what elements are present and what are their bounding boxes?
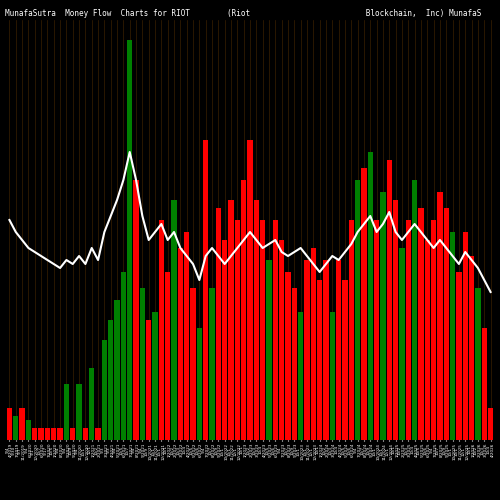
- Bar: [266, 260, 272, 440]
- Bar: [248, 140, 252, 440]
- Bar: [6, 408, 12, 440]
- Bar: [222, 240, 228, 440]
- Bar: [228, 200, 234, 440]
- Bar: [241, 180, 246, 440]
- Bar: [462, 232, 468, 440]
- Bar: [20, 408, 25, 440]
- Bar: [380, 192, 386, 440]
- Bar: [82, 428, 88, 440]
- Bar: [89, 368, 94, 440]
- Bar: [184, 232, 190, 440]
- Bar: [120, 272, 126, 440]
- Bar: [51, 428, 57, 440]
- Bar: [234, 220, 240, 440]
- Bar: [178, 248, 183, 440]
- Bar: [196, 328, 202, 440]
- Bar: [374, 220, 380, 440]
- Bar: [424, 240, 430, 440]
- Bar: [108, 320, 114, 440]
- Bar: [70, 428, 75, 440]
- Bar: [26, 420, 31, 440]
- Bar: [406, 220, 411, 440]
- Bar: [488, 408, 494, 440]
- Bar: [279, 240, 284, 440]
- Bar: [469, 256, 474, 440]
- Bar: [412, 180, 418, 440]
- Bar: [393, 200, 398, 440]
- Bar: [76, 384, 82, 440]
- Bar: [298, 312, 304, 440]
- Bar: [32, 428, 38, 440]
- Bar: [450, 232, 456, 440]
- Bar: [431, 220, 436, 440]
- Bar: [292, 288, 297, 440]
- Bar: [158, 220, 164, 440]
- Bar: [336, 260, 342, 440]
- Bar: [190, 288, 196, 440]
- Bar: [437, 192, 442, 440]
- Bar: [348, 220, 354, 440]
- Bar: [324, 260, 328, 440]
- Bar: [210, 288, 214, 440]
- Bar: [146, 320, 152, 440]
- Bar: [310, 248, 316, 440]
- Bar: [172, 200, 176, 440]
- Bar: [482, 328, 487, 440]
- Bar: [386, 160, 392, 440]
- Bar: [355, 180, 360, 440]
- Bar: [475, 288, 480, 440]
- Bar: [203, 140, 208, 440]
- Bar: [165, 272, 170, 440]
- Bar: [304, 260, 310, 440]
- Bar: [317, 280, 322, 440]
- Bar: [260, 220, 266, 440]
- Bar: [362, 168, 366, 440]
- Bar: [272, 220, 278, 440]
- Bar: [96, 428, 101, 440]
- Bar: [444, 208, 449, 440]
- Bar: [399, 248, 404, 440]
- Bar: [140, 288, 145, 440]
- Bar: [38, 428, 44, 440]
- Bar: [64, 384, 69, 440]
- Bar: [418, 208, 424, 440]
- Bar: [330, 312, 335, 440]
- Text: MunafaSutra  Money Flow  Charts for RIOT        (Riot                         Bl: MunafaSutra Money Flow Charts for RIOT (…: [5, 9, 482, 18]
- Bar: [114, 300, 119, 440]
- Bar: [44, 428, 50, 440]
- Bar: [368, 152, 373, 440]
- Bar: [152, 312, 158, 440]
- Bar: [254, 200, 259, 440]
- Bar: [342, 280, 347, 440]
- Bar: [216, 208, 221, 440]
- Bar: [58, 428, 63, 440]
- Bar: [13, 416, 18, 440]
- Bar: [102, 340, 107, 440]
- Bar: [286, 272, 290, 440]
- Bar: [134, 180, 138, 440]
- Bar: [127, 40, 132, 440]
- Bar: [456, 272, 462, 440]
